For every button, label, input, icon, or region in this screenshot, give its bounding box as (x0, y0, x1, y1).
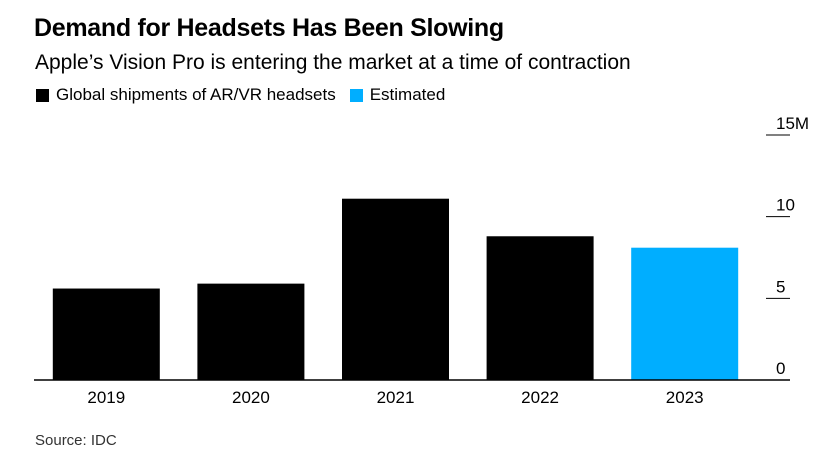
x-tick-label-2019: 2019 (87, 388, 125, 407)
bar-2020 (197, 283, 305, 380)
chart-title: Demand for Headsets Has Been Slowing (34, 14, 504, 42)
x-tick-label-2023: 2023 (666, 388, 704, 407)
bar-2023 (631, 247, 739, 380)
legend-swatch-shipments (36, 88, 49, 102)
y-tick-label-3: 15M (776, 114, 809, 133)
y-tick-label-0: 0 (776, 359, 785, 378)
chart-subtitle: Apple’s Vision Pro is entering the marke… (35, 51, 631, 74)
x-tick-label-2021: 2021 (377, 388, 415, 407)
bar-2019 (52, 288, 160, 380)
y-tick-label-1: 5 (776, 277, 785, 296)
legend-label-shipments: Global shipments of AR/VR headsets (56, 85, 336, 104)
chart-legend: Global shipments of AR/VR headsets Estim… (36, 85, 459, 105)
y-tick-label-2: 10 (776, 196, 795, 215)
bar-2021 (342, 198, 449, 380)
bar-2022 (486, 236, 594, 380)
legend-item-shipments: Global shipments of AR/VR headsets (36, 85, 336, 105)
source-note: Source: IDC (35, 432, 117, 449)
legend-swatch-estimated (349, 88, 363, 102)
x-tick-label-2022: 2022 (521, 388, 559, 407)
legend-label-estimated: Estimated (369, 85, 446, 104)
x-tick-label-2020: 2020 (232, 388, 270, 407)
legend-item-estimated: Estimated (349, 85, 446, 105)
